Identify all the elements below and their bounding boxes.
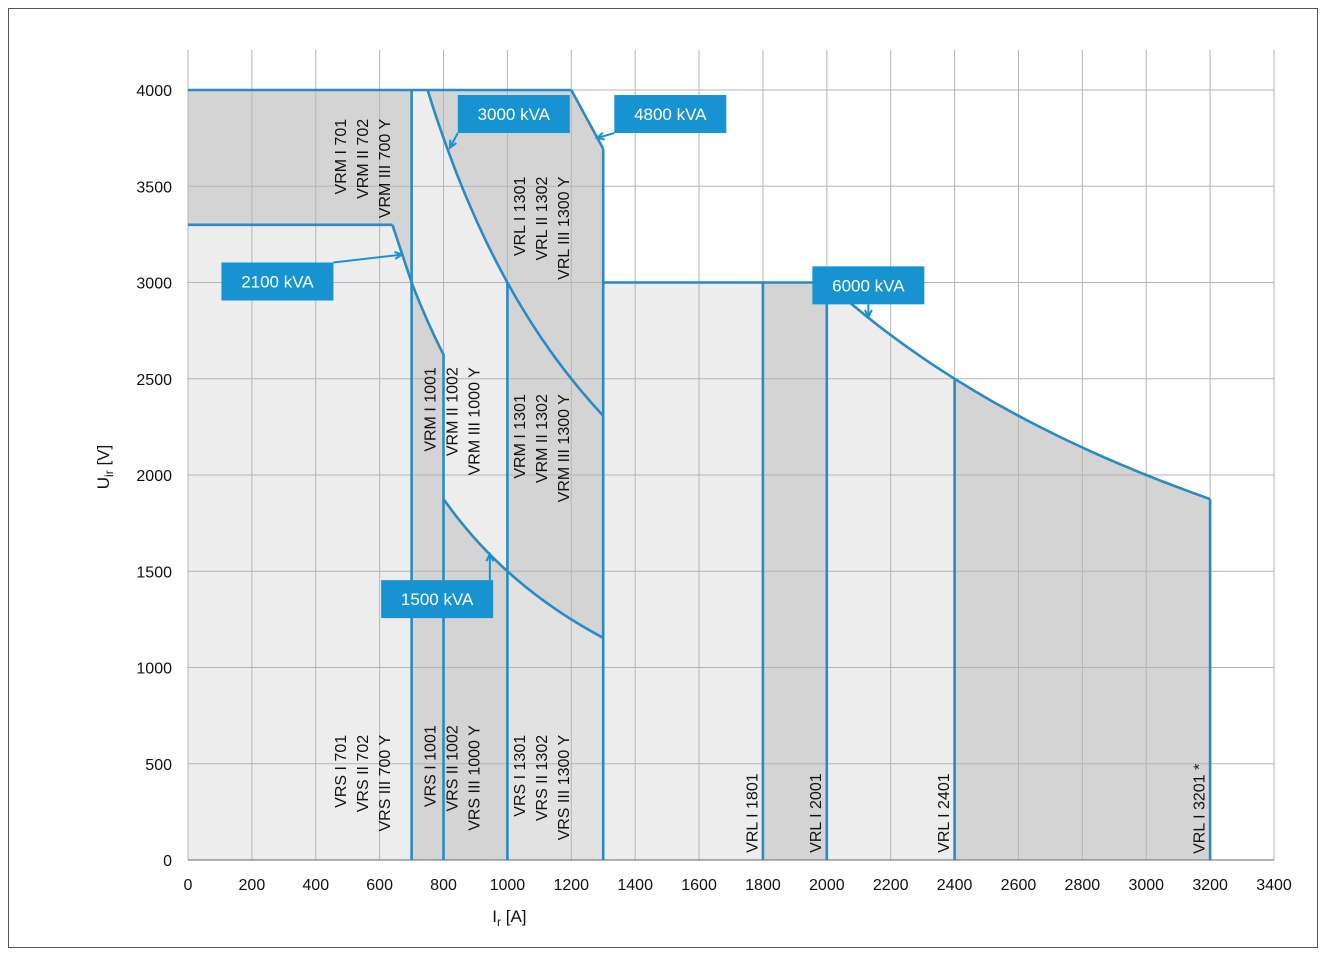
y-tick-label: 4000 [136,83,172,100]
series-label: VRM II 702 [355,119,372,199]
series-label-group: VRL I 1801 [744,773,761,853]
series-label: VRM I 1001 [422,367,439,452]
series-label: VRS III 1300 Y [556,735,573,841]
boundary-3000kva [426,89,605,417]
x-tick-label: 2800 [1065,877,1101,894]
callout-arrow [333,253,403,264]
series-label: VRS II 1302 [534,735,551,821]
callout-label: 4800 kVA [634,105,707,124]
x-tick-label: 1200 [553,877,589,894]
y-tick-label: 1000 [136,661,172,678]
callout-arrow [596,132,615,140]
callout-box [381,580,494,619]
x-tick-label: 400 [302,877,329,894]
series-label: VRL I 1801 [744,773,761,853]
callout-arrowhead [485,551,495,562]
x-tick-label: 2200 [873,877,909,894]
series-label: VRM III 1300 Y [556,394,573,503]
x-tick-label: 1800 [745,877,781,894]
series-label: VRL I 3201 * [1192,764,1209,854]
callout-arrowhead [594,132,605,141]
series-label-group: VRM I 1301 VRM II 1302 VRM III 1300 Y [512,394,573,503]
y-tick-label: 0 [163,853,172,870]
series-label: VRS II 1002 [444,725,461,811]
callout-arrow [449,132,459,149]
series-label-group: VRS I 701 VRS II 702 VRS III 700 Y [333,735,394,832]
boundary-2100kva [391,224,445,356]
voltage-current-chart: 0 200 400 600 800 1000 1200 1400 1600 1800 2000 220… [94,50,1292,929]
y-tick-label: 2500 [136,372,172,389]
series-label: VRS I 1301 [512,735,529,817]
series-label-group: VRS I 1301 VRS II 1302 VRS III 1300 Y [512,735,573,841]
series-label: VRM II 1302 [534,394,551,483]
region-4 [507,571,604,860]
series-label-group: VRL I 2401 [936,773,953,853]
callout-arrowhead [448,139,457,150]
x-tick-label: 1600 [681,877,717,894]
x-tick-label: 2600 [1001,877,1037,894]
x-tick-label: 2400 [937,877,973,894]
callout-box [457,95,570,134]
series-label: VRL I 2001 [808,773,825,853]
series-label: VRM III 700 Y [377,119,394,219]
x-tick-label: 1000 [490,877,526,894]
x-tick-label: 800 [430,877,457,894]
series-label-group: VRL I 3201 * [1192,764,1209,854]
series-label-group: VRS I 1001 VRS II 1002 VRS III 1000 Y [422,725,483,831]
y-tick-label: 3500 [136,179,172,196]
x-tick-label: 1400 [617,877,653,894]
series-label: VRS I 701 [333,735,350,808]
x-tick-label: 3400 [1256,877,1292,894]
boundary-1500kva [442,498,604,640]
series-label-group: VRM I 1001 VRM II 1002 VRM III 1000 Y [422,367,483,476]
region-5 [507,282,604,638]
series-label: VRS II 702 [355,735,372,812]
region-6 [427,90,604,416]
y-tick-label: 3000 [136,276,172,293]
callout-label: 2100 kVA [241,273,314,292]
chart-frame: 0 200 400 600 800 1000 1200 1400 1600 1800 2000 220… [8,8,1318,948]
x-axis-label: Ir [A] [492,907,526,929]
y-tick-label: 500 [145,757,172,774]
series-label: VRL II 1302 [534,177,551,261]
series-label: VRL I 2401 [936,773,953,853]
callout-box [221,262,334,301]
callout-box [614,95,727,134]
y-tick-label: 1500 [136,564,172,581]
series-label: VRS III 1000 Y [466,725,483,831]
series-label: VRM II 1002 [444,367,461,456]
series-label: VRL I 1301 [512,177,529,257]
series-label-group: VRL I 2001 [808,773,825,853]
y-tick-label: 2000 [136,468,172,485]
callout-box [812,266,925,305]
x-tick-label: 2000 [809,877,845,894]
callout-arrowhead [863,309,873,320]
region-0 [188,224,412,861]
boundary-6000kva [825,281,1211,501]
callout-label: 1500 kVA [401,590,474,609]
series-label: VRS III 700 Y [377,735,394,832]
x-tick-label: 3000 [1128,877,1164,894]
x-tick-label: 0 [184,877,193,894]
x-tick-label: 200 [239,877,266,894]
series-label: VRM I 701 [333,119,350,195]
series-label: VRL III 1300 Y [556,176,573,280]
y-axis-label: Uir [V] [94,445,116,489]
series-label: VRS I 1001 [422,725,439,807]
series-label-group: VRM I 701 VRM II 702 VRM III 700 Y [333,119,394,219]
series-label-group: VRL I 1301 VRL II 1302 VRL III 1300 Y [512,176,573,280]
callout-label: 6000 kVA [832,276,905,295]
callout-label: 3000 kVA [478,105,551,124]
series-label: VRM III 1000 Y [466,367,483,476]
x-tick-label: 600 [366,877,393,894]
x-tick-label: 3200 [1192,877,1228,894]
series-label: VRM I 1301 [512,394,529,479]
callout-arrowhead [394,251,405,260]
region-3 [411,90,508,572]
